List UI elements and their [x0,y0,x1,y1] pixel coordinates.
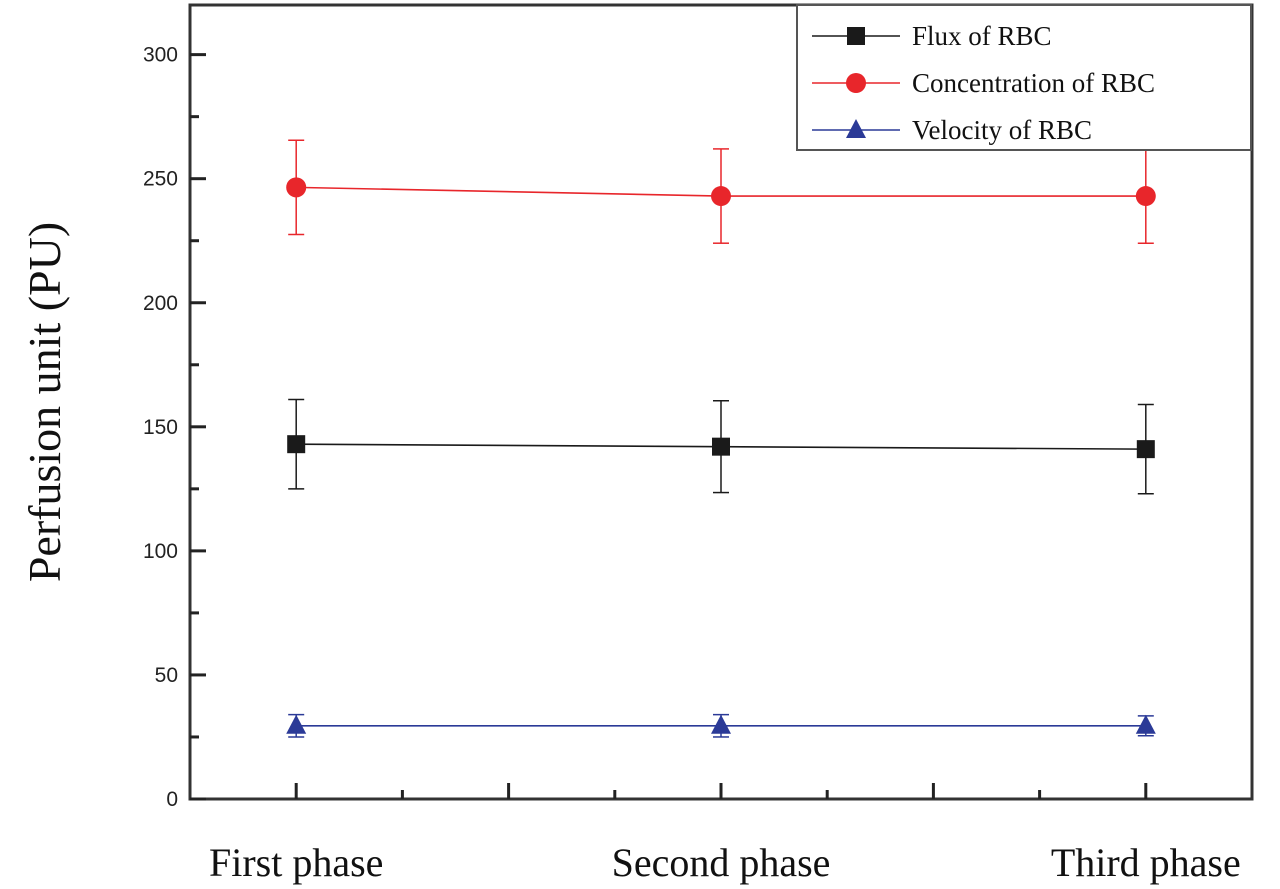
series-layer [286,139,1156,738]
legend-marker [846,73,866,93]
data-point [712,437,730,456]
legend-marker [846,119,866,138]
data-point [1135,186,1156,207]
data-point [711,714,731,734]
x-tick-label: First phase [209,840,383,885]
legend-box [796,4,1252,151]
legend-label: Concentration of RBC [912,68,1155,98]
y-tick-label: 100 [143,540,178,563]
data-point [286,177,307,198]
data-point [711,186,731,207]
legend-label: Flux of RBC [912,21,1052,51]
y-tick-label: 200 [143,292,178,315]
x-tick-label: Third phase [1051,840,1241,885]
series-velocity-of-rbc [286,713,1156,738]
y-tick-label: 0 [166,788,178,811]
y-tick-label: 250 [143,168,178,191]
data-point [1135,714,1156,734]
y-tick-label: 50 [155,664,178,687]
data-point [1136,440,1155,459]
x-tick-label: Second phase [612,840,831,885]
series-flux-of-rbc [287,398,1155,495]
series-concentration-of-rbc [286,139,1156,244]
data-point [287,435,306,454]
legend: Flux of RBC Concentration of RBC Velocity … [796,4,1252,151]
legend-label: Velocity of RBC [912,115,1092,145]
legend-marker [847,27,865,45]
axes: 0 50 100 150 200 250 300 First phase Second phas… [143,3,1254,885]
y-axis-title: Perfusion unit (PU) [19,222,70,582]
y-tick-label: 150 [143,416,178,439]
y-tick-label: 300 [143,44,178,67]
data-point [286,714,307,734]
